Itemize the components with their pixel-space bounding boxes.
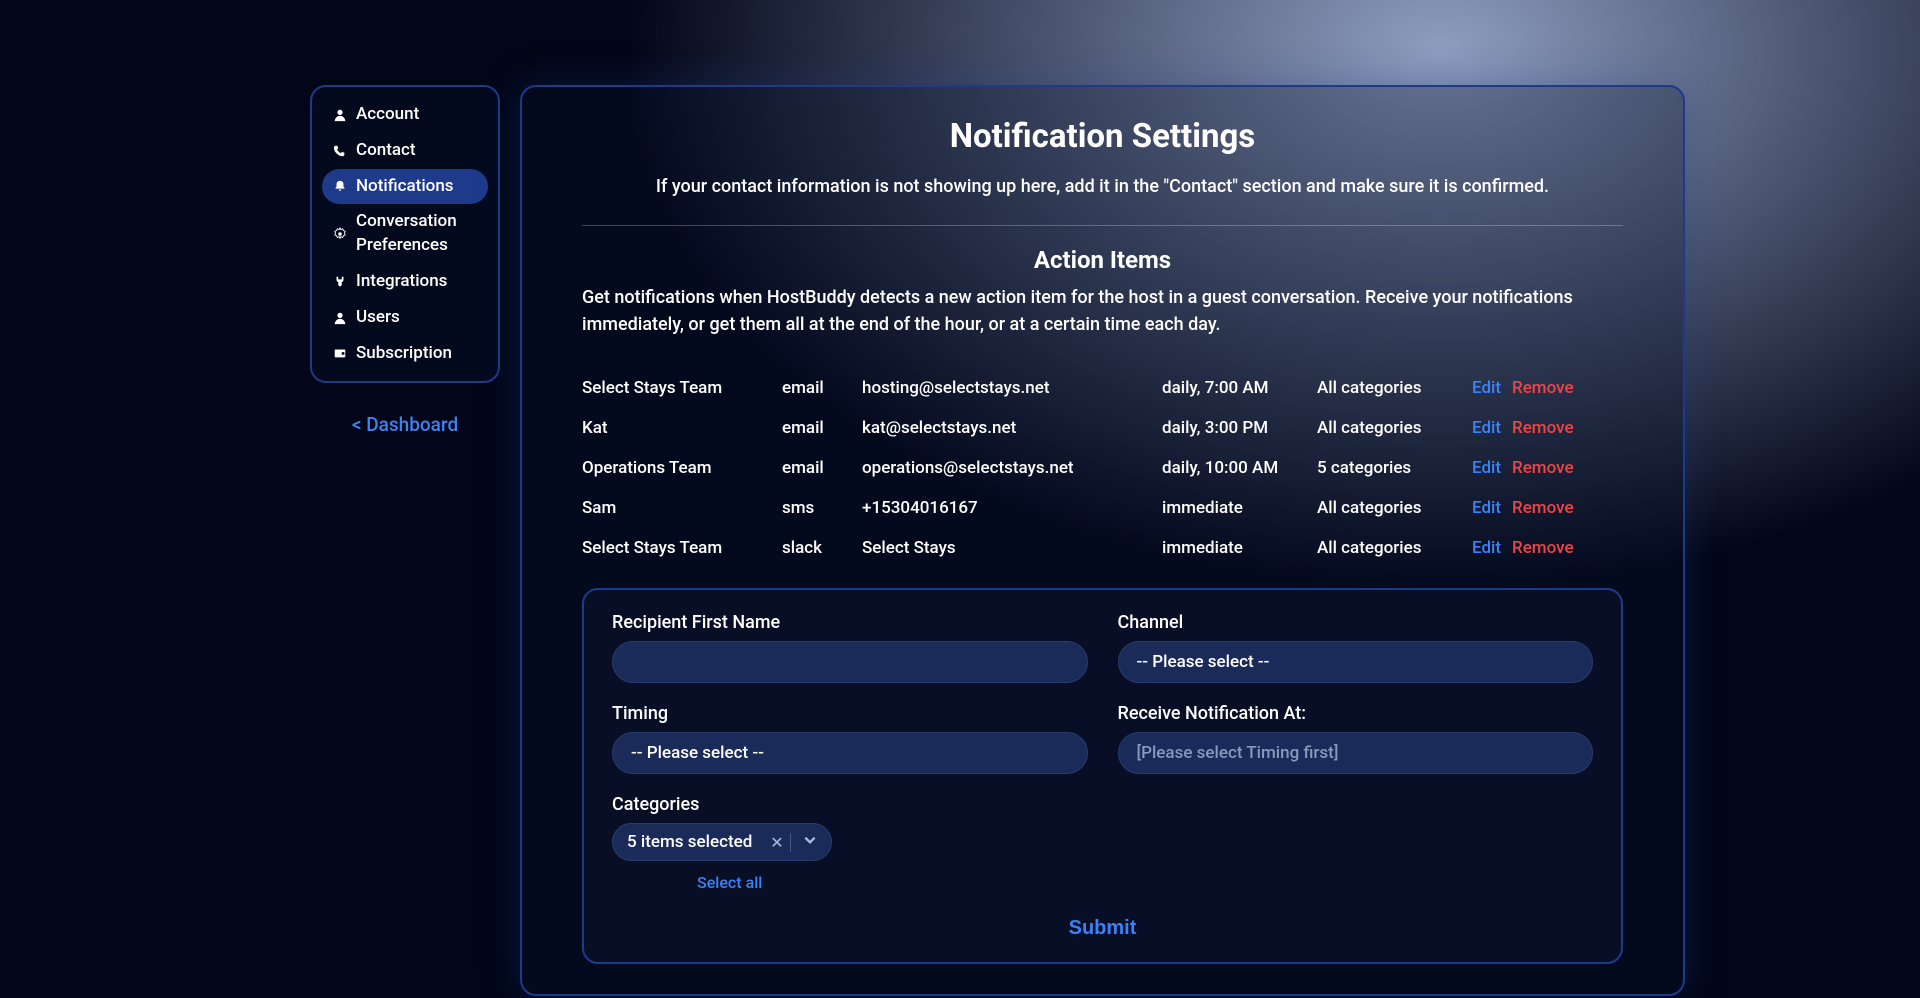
cell-name: Operations Team: [582, 458, 782, 478]
timing-select-value: -- Please select --: [631, 743, 764, 763]
receive-at-label: Receive Notification At:: [1118, 703, 1594, 724]
sidebar-item-label: Notifications: [356, 175, 454, 199]
categories-label: Categories: [612, 794, 1593, 815]
bell-icon: [332, 178, 348, 194]
cell-categories: 5 categories: [1317, 458, 1472, 478]
main-panel: Notification Settings If your contact in…: [520, 85, 1685, 996]
table-row: Sam sms +15304016167 immediate All categ…: [582, 488, 1623, 528]
cell-method: email: [782, 458, 862, 478]
sidebar-item-conversation-preferences[interactable]: Conversation Preferences: [322, 204, 488, 264]
person-icon: [332, 107, 348, 123]
cell-timing: immediate: [1162, 538, 1317, 558]
edit-link[interactable]: Edit: [1472, 458, 1512, 478]
cell-name: Select Stays Team: [582, 538, 782, 558]
remove-link[interactable]: Remove: [1512, 418, 1587, 438]
sidebar-item-subscription[interactable]: Subscription: [322, 336, 488, 372]
section-description: Get notifications when HostBuddy detects…: [582, 284, 1623, 338]
cell-method: slack: [782, 538, 862, 558]
sidebar-item-label: Subscription: [356, 342, 452, 366]
edit-link[interactable]: Edit: [1472, 538, 1512, 558]
sidebar-item-contact[interactable]: Contact: [322, 133, 488, 169]
timing-select[interactable]: -- Please select --: [612, 732, 1088, 774]
channel-select[interactable]: -- Please select --: [1118, 641, 1594, 683]
cell-method: email: [782, 378, 862, 398]
cell-name: Sam: [582, 498, 782, 518]
page-title: Notification Settings: [582, 117, 1623, 156]
sidebar-nav: Account Contact Notifications Conversati…: [310, 85, 500, 383]
table-row: Select Stays Team slack Select Stays imm…: [582, 528, 1623, 568]
timing-label: Timing: [612, 703, 1088, 724]
cell-method: sms: [782, 498, 862, 518]
cell-timing: daily, 10:00 AM: [1162, 458, 1317, 478]
remove-link[interactable]: Remove: [1512, 538, 1587, 558]
select-all-link[interactable]: Select all: [697, 873, 1593, 892]
wallet-icon: [332, 345, 348, 361]
edit-link[interactable]: Edit: [1472, 498, 1512, 518]
submit-button[interactable]: Submit: [1069, 917, 1137, 940]
back-to-dashboard-link[interactable]: < Dashboard: [310, 413, 500, 436]
sidebar-item-users[interactable]: Users: [322, 300, 488, 336]
cell-timing: immediate: [1162, 498, 1317, 518]
chevron-down-icon[interactable]: [803, 832, 817, 852]
cell-timing: daily, 3:00 PM: [1162, 418, 1317, 438]
edit-link[interactable]: Edit: [1472, 418, 1512, 438]
sidebar-item-integrations[interactable]: Integrations: [322, 264, 488, 300]
sidebar-item-notifications[interactable]: Notifications: [322, 169, 488, 205]
categories-multiselect[interactable]: 5 items selected ✕: [612, 823, 832, 861]
phone-icon: [332, 143, 348, 159]
sidebar-item-label: Conversation Preferences: [356, 210, 478, 258]
cell-address: hosting@selectstays.net: [862, 378, 1162, 398]
gear-icon: [332, 226, 348, 242]
divider: [582, 225, 1623, 226]
recipient-label: Recipient First Name: [612, 612, 1088, 633]
cell-categories: All categories: [1317, 418, 1472, 438]
cell-categories: All categories: [1317, 498, 1472, 518]
remove-link[interactable]: Remove: [1512, 378, 1587, 398]
channel-select-value: -- Please select --: [1137, 652, 1270, 672]
sidebar-item-label: Account: [356, 103, 419, 127]
person-icon: [332, 310, 348, 326]
cell-address: kat@selectstays.net: [862, 418, 1162, 438]
add-notification-form: Recipient First Name Channel -- Please s…: [582, 588, 1623, 964]
remove-link[interactable]: Remove: [1512, 458, 1587, 478]
receive-at-placeholder: [Please select Timing first]: [1137, 743, 1339, 763]
sidebar-item-label: Users: [356, 306, 400, 330]
cell-name: Kat: [582, 418, 782, 438]
table-row: Kat email kat@selectstays.net daily, 3:0…: [582, 408, 1623, 448]
categories-selected-text: 5 items selected: [627, 832, 752, 852]
table-row: Select Stays Team email hosting@selectst…: [582, 368, 1623, 408]
channel-label: Channel: [1118, 612, 1594, 633]
cell-address: +15304016167: [862, 498, 1162, 518]
cell-name: Select Stays Team: [582, 378, 782, 398]
info-text: If your contact information is not showi…: [582, 176, 1623, 197]
edit-link[interactable]: Edit: [1472, 378, 1512, 398]
sidebar-item-label: Contact: [356, 139, 416, 163]
plug-icon: [332, 274, 348, 290]
section-title: Action Items: [582, 246, 1623, 274]
notification-table: Select Stays Team email hosting@selectst…: [582, 368, 1623, 568]
cell-categories: All categories: [1317, 538, 1472, 558]
sidebar-item-label: Integrations: [356, 270, 447, 294]
remove-link[interactable]: Remove: [1512, 498, 1587, 518]
cell-timing: daily, 7:00 AM: [1162, 378, 1317, 398]
sidebar-item-account[interactable]: Account: [322, 97, 488, 133]
table-row: Operations Team email operations@selects…: [582, 448, 1623, 488]
cell-address: Select Stays: [862, 538, 1162, 558]
clear-icon[interactable]: ✕: [764, 833, 790, 852]
cell-method: email: [782, 418, 862, 438]
cell-address: operations@selectstays.net: [862, 458, 1162, 478]
cell-categories: All categories: [1317, 378, 1472, 398]
receive-at-select[interactable]: [Please select Timing first]: [1118, 732, 1594, 774]
recipient-first-name-input[interactable]: [612, 641, 1088, 683]
